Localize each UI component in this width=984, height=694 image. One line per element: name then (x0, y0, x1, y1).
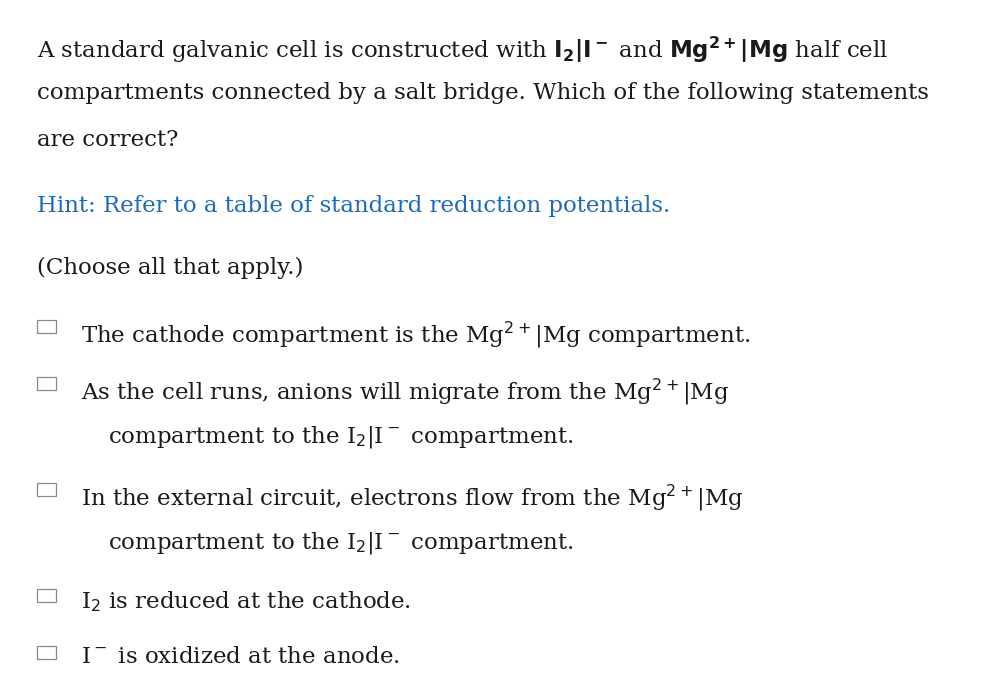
FancyBboxPatch shape (37, 483, 56, 496)
Text: compartment to the I$_2$|I$^-$ compartment.: compartment to the I$_2$|I$^-$ compartme… (108, 530, 574, 556)
FancyBboxPatch shape (37, 377, 56, 390)
Text: I$_2$ is reduced at the cathode.: I$_2$ is reduced at the cathode. (81, 589, 410, 614)
Text: (Choose all that apply.): (Choose all that apply.) (37, 257, 304, 278)
FancyBboxPatch shape (37, 589, 56, 602)
Text: I$^-$ is oxidized at the anode.: I$^-$ is oxidized at the anode. (81, 646, 400, 668)
Text: The cathode compartment is the Mg$^{2+}$|Mg compartment.: The cathode compartment is the Mg$^{2+}$… (81, 320, 750, 350)
Text: A standard galvanic cell is constructed with $\mathbf{I_2|I^-}$ and $\mathbf{Mg^: A standard galvanic cell is constructed … (37, 35, 889, 65)
FancyBboxPatch shape (37, 320, 56, 333)
Text: Hint: Refer to a table of standard reduction potentials.: Hint: Refer to a table of standard reduc… (37, 195, 671, 217)
Text: compartments connected by a salt bridge. Which of the following statements: compartments connected by a salt bridge.… (37, 82, 929, 104)
Text: are correct?: are correct? (37, 129, 179, 151)
Text: compartment to the I$_2$|I$^-$ compartment.: compartment to the I$_2$|I$^-$ compartme… (108, 424, 574, 450)
Text: In the external circuit, electrons flow from the Mg$^{2+}$|Mg: In the external circuit, electrons flow … (81, 483, 743, 514)
Text: As the cell runs, anions will migrate from the Mg$^{2+}$|Mg: As the cell runs, anions will migrate fr… (81, 377, 729, 407)
FancyBboxPatch shape (37, 646, 56, 659)
